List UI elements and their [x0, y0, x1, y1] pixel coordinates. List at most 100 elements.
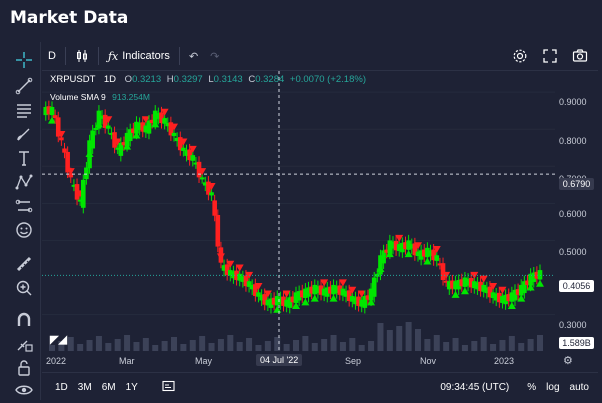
- magnet-icon[interactable]: [14, 310, 34, 330]
- lock-drawing-icon[interactable]: [14, 334, 34, 354]
- redo-icon[interactable]: ↷: [210, 50, 220, 63]
- lock-icon[interactable]: [14, 358, 34, 378]
- candle-body: [365, 295, 371, 300]
- candle-body: [340, 288, 346, 296]
- candle-body: [390, 241, 396, 249]
- candle-body: [43, 106, 49, 116]
- volume-bar: [433, 335, 440, 351]
- candle-body: [187, 149, 192, 161]
- axis-settings-gear-icon[interactable]: ⚙: [563, 355, 573, 367]
- candle-body: [162, 118, 167, 124]
- candle-body: [437, 263, 443, 266]
- pattern-icon[interactable]: [14, 172, 34, 192]
- time-tick: Sep: [345, 356, 362, 366]
- candle-body: [431, 249, 436, 261]
- candle-body: [512, 289, 518, 301]
- candle-body: [409, 244, 415, 249]
- price-chart[interactable]: ◤◢: [42, 71, 555, 353]
- sell-marker: [395, 234, 404, 242]
- buy-marker: [526, 283, 535, 291]
- volume-bar: [358, 345, 365, 351]
- tv-logo-icon: ◤◢: [49, 334, 67, 346]
- candle-body: [321, 288, 327, 296]
- candle-body: [337, 285, 343, 295]
- candle-body: [490, 292, 496, 299]
- auto-toggle[interactable]: auto: [569, 381, 589, 393]
- date-range-icon[interactable]: [157, 380, 180, 395]
- sell-marker: [57, 131, 66, 139]
- price-tick: 0.6000: [559, 209, 587, 219]
- sell-marker: [141, 116, 150, 124]
- candle-body: [59, 137, 64, 141]
- settings-gear-icon[interactable]: [510, 46, 530, 66]
- candle-body: [121, 142, 127, 146]
- trend-line-icon[interactable]: [14, 76, 34, 96]
- volume-bar: [161, 341, 168, 351]
- candle-body: [68, 173, 74, 178]
- time-axis[interactable]: 2022 Mar May 04 Jul '22 Sep Nov 2023 ⚙: [42, 353, 573, 369]
- percent-toggle[interactable]: %: [527, 381, 537, 393]
- candle-body: [525, 280, 530, 285]
- range-6m-button[interactable]: 6M: [101, 381, 116, 393]
- price-axis[interactable]: 0.9000 0.8000 0.7000 0.6000 0.5000 0.300…: [555, 71, 598, 353]
- low-value: 0.3143: [213, 74, 243, 85]
- candle-body: [84, 167, 89, 180]
- volume-bar: [349, 338, 356, 351]
- indicators-button[interactable]: ƒx Indicators: [102, 42, 176, 70]
- candle-body: [62, 148, 67, 153]
- candle-body: [506, 294, 512, 301]
- divider: [64, 47, 66, 65]
- candle-body: [497, 292, 502, 303]
- candle-body: [318, 285, 324, 295]
- projection-icon[interactable]: [14, 196, 34, 216]
- candle-body: [131, 128, 136, 133]
- candle-body: [309, 286, 314, 294]
- brush-icon[interactable]: [14, 124, 34, 144]
- divider: [178, 47, 180, 65]
- volume-bar: [86, 340, 93, 351]
- candle-body: [77, 199, 83, 202]
- candle-body: [55, 117, 61, 137]
- text-icon[interactable]: [14, 148, 34, 168]
- camera-icon[interactable]: [570, 46, 590, 66]
- candle-body: [331, 284, 336, 295]
- volume-bar: [424, 339, 431, 351]
- interval-button[interactable]: D: [48, 50, 56, 62]
- undo-icon[interactable]: ↶: [188, 50, 199, 63]
- time-tick: May: [195, 356, 213, 366]
- zoom-in-icon[interactable]: [14, 278, 34, 298]
- volume-bar: [405, 322, 412, 351]
- horizontal-lines-icon[interactable]: [14, 100, 34, 120]
- candle-body: [503, 294, 508, 305]
- volume-bar: [124, 335, 131, 351]
- candle-body: [152, 110, 158, 124]
- volume-bar: [77, 344, 84, 351]
- volume-value: 913.254M: [112, 92, 150, 102]
- candle-body: [137, 123, 142, 130]
- candle-body: [531, 272, 537, 282]
- candles-icon[interactable]: [69, 42, 95, 70]
- range-3m-button[interactable]: 3M: [77, 381, 92, 393]
- candle-body: [465, 278, 471, 286]
- eye-icon[interactable]: [14, 380, 34, 400]
- candle-body: [293, 292, 299, 303]
- buy-marker: [301, 298, 310, 306]
- clock-label[interactable]: 09:34:45 (UTC): [440, 381, 510, 393]
- volume-bar: [95, 336, 102, 351]
- emoji-icon[interactable]: [14, 220, 34, 240]
- buy-marker: [329, 294, 338, 302]
- range-1d-button[interactable]: 1D: [55, 381, 68, 393]
- volume-bar: [227, 335, 234, 351]
- crosshair-icon[interactable]: [14, 50, 34, 70]
- ruler-icon[interactable]: [14, 254, 34, 274]
- candle-body: [212, 200, 217, 216]
- log-toggle[interactable]: log: [546, 381, 560, 393]
- range-1y-button[interactable]: 1Y: [125, 381, 138, 393]
- candle-body: [371, 277, 377, 297]
- candle-body: [493, 293, 499, 301]
- candle-body: [481, 284, 486, 292]
- fullscreen-icon[interactable]: [540, 46, 560, 66]
- volume-bar: [368, 341, 375, 351]
- sell-marker: [104, 116, 113, 124]
- sell-marker: [160, 108, 169, 116]
